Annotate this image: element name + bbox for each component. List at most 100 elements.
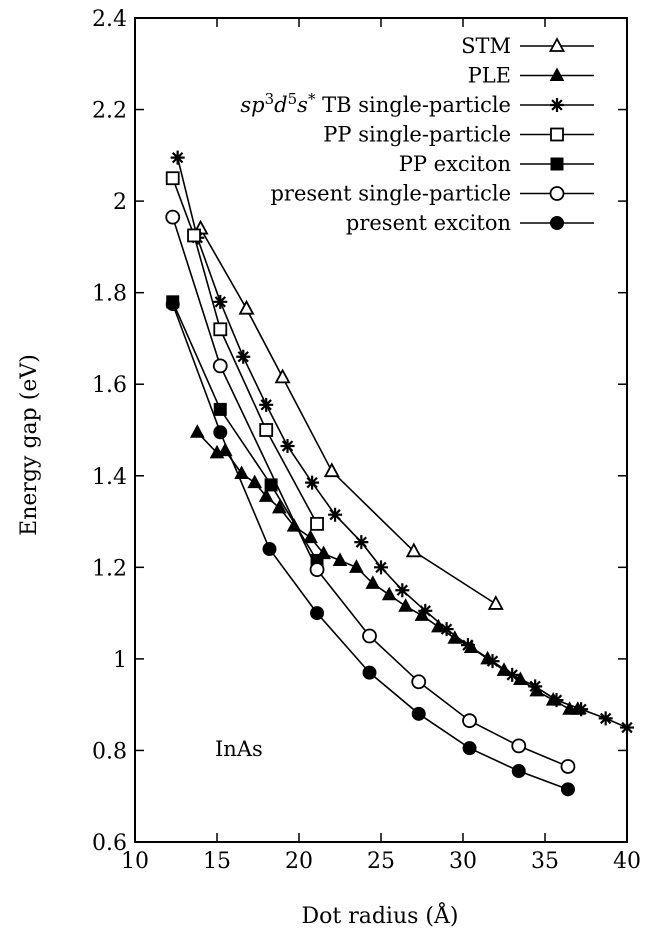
data-point [418, 603, 433, 618]
data-point [574, 702, 589, 717]
data-point [487, 595, 504, 610]
legend-marker [550, 127, 564, 142]
data-point [262, 542, 277, 557]
data-point [511, 764, 526, 779]
legend-entry: present exciton [346, 211, 594, 235]
data-series [165, 150, 634, 797]
data-point [303, 529, 318, 544]
legend-label: PP exciton [399, 152, 511, 176]
data-point [213, 322, 228, 337]
legend-marker [550, 216, 564, 230]
y-tick-label: 0.8 [92, 739, 127, 764]
x-tick-label: 20 [285, 849, 313, 874]
legend-marker [548, 37, 566, 52]
y-axis-label: Energy gap (eV) [17, 354, 42, 536]
data-point [213, 294, 228, 309]
x-tick-label: 30 [449, 849, 477, 874]
data-point [398, 598, 413, 612]
data-point [395, 583, 410, 598]
data-point [309, 562, 325, 578]
data-point [365, 575, 381, 589]
data-point [213, 402, 227, 416]
legend-marker [550, 98, 564, 112]
series-line [199, 228, 497, 605]
legend-label: STM [461, 34, 511, 58]
data-point [238, 299, 255, 315]
x-tick-label: 35 [531, 849, 559, 874]
data-point [332, 552, 348, 566]
x-tick-label: 15 [203, 849, 231, 874]
legend-entry: PP exciton [399, 152, 594, 176]
data-point [620, 720, 634, 735]
data-point [274, 368, 291, 384]
data-point [598, 711, 613, 726]
data-point [485, 654, 500, 669]
data-point [305, 475, 320, 490]
data-point [354, 535, 369, 550]
legend-label: present single-particle [270, 182, 511, 206]
legend-label: PLE [468, 64, 511, 88]
data-point [381, 586, 397, 601]
legend-entry: STM [461, 34, 594, 58]
data-point [213, 425, 228, 440]
data-point [187, 228, 201, 243]
series-line [196, 431, 578, 711]
data-point [310, 516, 324, 531]
x-tick-label: 25 [367, 849, 395, 874]
legend-entry: PP single-particle [323, 123, 594, 147]
data-point [165, 297, 180, 312]
data-point [549, 693, 564, 708]
series-3 [165, 171, 324, 531]
series-line [176, 157, 628, 729]
data-point [374, 560, 388, 575]
y-tick-label: 1.6 [92, 373, 127, 398]
legend-marker [549, 186, 565, 201]
x-axis-label: Dot radius (Å) [302, 901, 459, 929]
series-2 [170, 150, 634, 735]
y-tick-label: 2 [113, 190, 127, 215]
y-tick-label: 2.2 [92, 99, 127, 124]
axis-ticks: 10 15 20 25 30 35 40 0.6 0.8 1 1.2 1.4 1.6 1.8 2 2.2 2.4 [92, 7, 641, 874]
data-point [212, 358, 228, 374]
legend-label: present exciton [346, 211, 511, 235]
series-4 [166, 295, 324, 567]
data-point [505, 667, 520, 682]
legend-label: sp3d5s* TB single-particle [240, 90, 511, 117]
data-point [528, 679, 543, 694]
data-point [411, 706, 426, 721]
data-point [511, 738, 527, 754]
legend-marker [550, 157, 564, 171]
data-point [236, 349, 251, 364]
data-point [462, 741, 477, 756]
data-point [170, 150, 185, 165]
y-tick-label: 1.8 [92, 282, 127, 307]
legend-marker [549, 67, 565, 81]
data-point [411, 674, 427, 690]
y-tick-label: 1 [113, 648, 127, 673]
legend-entry: present single-particle [270, 182, 594, 206]
data-point [349, 559, 364, 573]
data-point [259, 397, 274, 412]
data-point [439, 622, 454, 637]
series-line [171, 303, 569, 791]
y-tick-label: 1.4 [92, 465, 127, 490]
data-point [362, 665, 377, 680]
data-point [165, 209, 181, 225]
data-point [460, 638, 475, 653]
data-point [165, 171, 180, 186]
series-0 [192, 219, 504, 610]
data-point [462, 713, 477, 729]
series-5 [165, 209, 576, 774]
x-tick-label: 10 [121, 849, 149, 874]
data-point [560, 782, 575, 797]
y-tick-label: 0.6 [92, 831, 127, 856]
data-point [271, 499, 287, 514]
y-tick-label: 2.4 [92, 7, 127, 32]
data-point [323, 462, 340, 478]
series-6 [165, 297, 575, 797]
data-point [258, 488, 274, 502]
data-point [362, 628, 377, 644]
legend-label: PP single-particle [323, 123, 511, 147]
